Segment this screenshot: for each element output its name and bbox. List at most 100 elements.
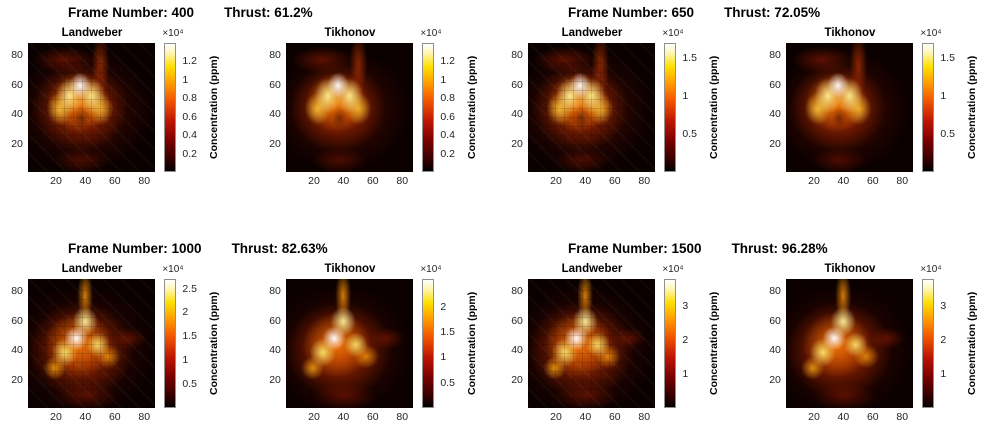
colorbar-block: ×10⁴ 0.5 1 1.5 Concentration (ppm) <box>662 28 740 172</box>
x-axis-tick-labels: 20 40 60 80 <box>28 175 156 191</box>
subplot: Tikhonov 20 40 60 80 ×10⁴ 0.5 1 1.5 Concentra… <box>758 27 998 191</box>
x-tick-label: 40 <box>337 411 350 423</box>
frame-number-title: Frame Number: 650 <box>568 5 695 20</box>
colorbar-tick-label: 3 <box>940 300 947 313</box>
subplot-pair: Landweber 20 40 60 80 ×10⁴ 0.2 0.4 0.6 0.8 1 1.2… <box>0 27 500 191</box>
x-tick-label: 80 <box>396 411 409 423</box>
heatmap-image <box>27 43 156 172</box>
colorbar <box>422 279 435 408</box>
colorbar-tick-label: 0.4 <box>182 129 197 142</box>
plot-title: Tikhonov <box>824 27 876 39</box>
y-tick-label: 60 <box>511 78 523 91</box>
y-tick-label: 20 <box>511 137 523 150</box>
colorbar-exponent-label: ×10⁴ <box>662 264 684 275</box>
colorbar-axis-label: Concentration (ppm) <box>466 291 479 396</box>
colorbar <box>664 43 677 172</box>
colorbar-tick-label: 2 <box>940 334 947 347</box>
plot-title: Tikhonov <box>324 263 376 275</box>
y-tick-label: 20 <box>769 137 781 150</box>
frame-quadrant: Frame Number: 1500 Thrust: 96.28% Landwe… <box>500 219 1000 439</box>
plot-title: Landweber <box>61 27 123 39</box>
y-axis-tick-labels: 20 40 60 80 <box>758 43 786 172</box>
y-axis-tick-labels: 20 40 60 80 <box>758 279 786 408</box>
frame-quadrant: Frame Number: 1000 Thrust: 82.63% Landwe… <box>0 219 500 439</box>
heatmap-image <box>527 279 656 408</box>
y-axis-tick-labels: 20 40 60 80 <box>0 43 28 172</box>
x-tick-label: 40 <box>337 175 350 187</box>
colorbar-block: ×10⁴ 1 2 3 Concentration (ppm) <box>920 264 998 408</box>
x-tick-label: 20 <box>308 411 320 423</box>
colorbar-tick-label: 0.2 <box>440 147 455 160</box>
colorbar-tick-label: 0.5 <box>682 128 697 141</box>
y-tick-label: 80 <box>511 284 523 297</box>
colorbar-exponent-label: ×10⁴ <box>662 28 684 39</box>
y-tick-label: 20 <box>269 137 281 150</box>
plot-title: Tikhonov <box>824 263 876 275</box>
y-tick-label: 40 <box>269 108 281 121</box>
colorbar-axis-label: Concentration (ppm) <box>708 55 721 160</box>
colorbar-tick-label: 1.5 <box>940 52 955 65</box>
heatmap-image <box>785 43 914 172</box>
colorbar-exponent-label: ×10⁴ <box>920 28 942 39</box>
y-tick-label: 20 <box>769 373 781 386</box>
subplot: Landweber 20 40 60 80 ×10⁴ 0.5 1 1.5 Concentr… <box>500 27 740 191</box>
colorbar-exponent-label: ×10⁴ <box>162 28 184 39</box>
y-tick-label: 60 <box>769 314 781 327</box>
heatmap-image <box>285 43 414 172</box>
y-tick-label: 40 <box>769 344 781 357</box>
colorbar <box>164 279 177 408</box>
x-tick-label: 20 <box>808 175 820 187</box>
x-tick-label: 20 <box>308 175 320 187</box>
x-axis-tick-labels: 20 40 60 80 <box>28 411 156 427</box>
quadrant-title-row: Frame Number: 1000 Thrust: 82.63% <box>68 241 500 260</box>
y-tick-label: 20 <box>11 373 23 386</box>
y-tick-label: 40 <box>769 108 781 121</box>
quadrant-title-row: Frame Number: 650 Thrust: 72.05% <box>568 5 1000 24</box>
y-tick-label: 80 <box>269 284 281 297</box>
colorbar <box>922 43 935 172</box>
y-tick-label: 20 <box>511 373 523 386</box>
colorbar-block: ×10⁴ 0.5 1 1.5 2 Concentration (ppm) <box>420 264 498 408</box>
x-tick-label: 20 <box>808 411 820 423</box>
subplot: Tikhonov 20 40 60 80 ×10⁴ 0.5 1 1.5 2 Concentr… <box>258 263 498 427</box>
colorbar-tick-label: 0.5 <box>440 376 455 389</box>
plot-title: Landweber <box>561 27 623 39</box>
colorbar-tick-label: 1.2 <box>440 55 455 68</box>
y-tick-label: 40 <box>11 344 23 357</box>
y-axis-tick-labels: 20 40 60 80 <box>258 43 286 172</box>
y-tick-label: 80 <box>769 284 781 297</box>
heatmap-image <box>785 279 914 408</box>
x-tick-label: 80 <box>896 175 909 187</box>
thrust-title: Thrust: 96.28% <box>731 241 828 256</box>
colorbar-tick-label: 0.4 <box>440 129 455 142</box>
thrust-title: Thrust: 82.63% <box>231 241 328 256</box>
colorbar-tick-label: 1 <box>182 354 189 367</box>
heatmap-image <box>527 43 656 172</box>
x-tick-label: 80 <box>638 411 651 423</box>
x-axis-tick-labels: 20 40 60 80 <box>786 175 914 191</box>
y-tick-label: 80 <box>11 284 23 297</box>
x-tick-label: 80 <box>638 175 651 187</box>
colorbar-exponent-label: ×10⁴ <box>420 28 442 39</box>
x-tick-label: 20 <box>550 175 562 187</box>
colorbar-tick-label: 2 <box>440 300 447 313</box>
thrust-title: Thrust: 72.05% <box>724 5 821 20</box>
x-tick-label: 80 <box>138 175 151 187</box>
colorbar-tick-label: 0.6 <box>182 110 197 123</box>
plot-title: Landweber <box>561 263 623 275</box>
subplot: Tikhonov 20 40 60 80 ×10⁴ 0.2 0.4 0.6 0.8 1 1.2 … <box>258 27 498 191</box>
colorbar-block: ×10⁴ 0.2 0.4 0.6 0.8 1 1.2 Concentration (ppm… <box>162 28 240 172</box>
colorbar-tick-label: 0.8 <box>440 92 455 105</box>
x-axis-tick-labels: 20 40 60 80 <box>786 411 914 427</box>
x-tick-label: 60 <box>866 175 879 187</box>
heatmap-image <box>285 279 414 408</box>
colorbar-tick-label: 1 <box>440 351 447 364</box>
plot-body: 20 40 60 80 ×10⁴ 0.2 0.4 0.6 0.8 1 1.2 Concentra… <box>258 28 498 172</box>
colorbar-tick-label: 0.5 <box>182 378 197 391</box>
y-tick-label: 80 <box>269 48 281 61</box>
colorbar-exponent-label: ×10⁴ <box>920 264 942 275</box>
plot-title: Landweber <box>61 263 123 275</box>
y-tick-label: 80 <box>11 48 23 61</box>
y-tick-label: 20 <box>269 373 281 386</box>
